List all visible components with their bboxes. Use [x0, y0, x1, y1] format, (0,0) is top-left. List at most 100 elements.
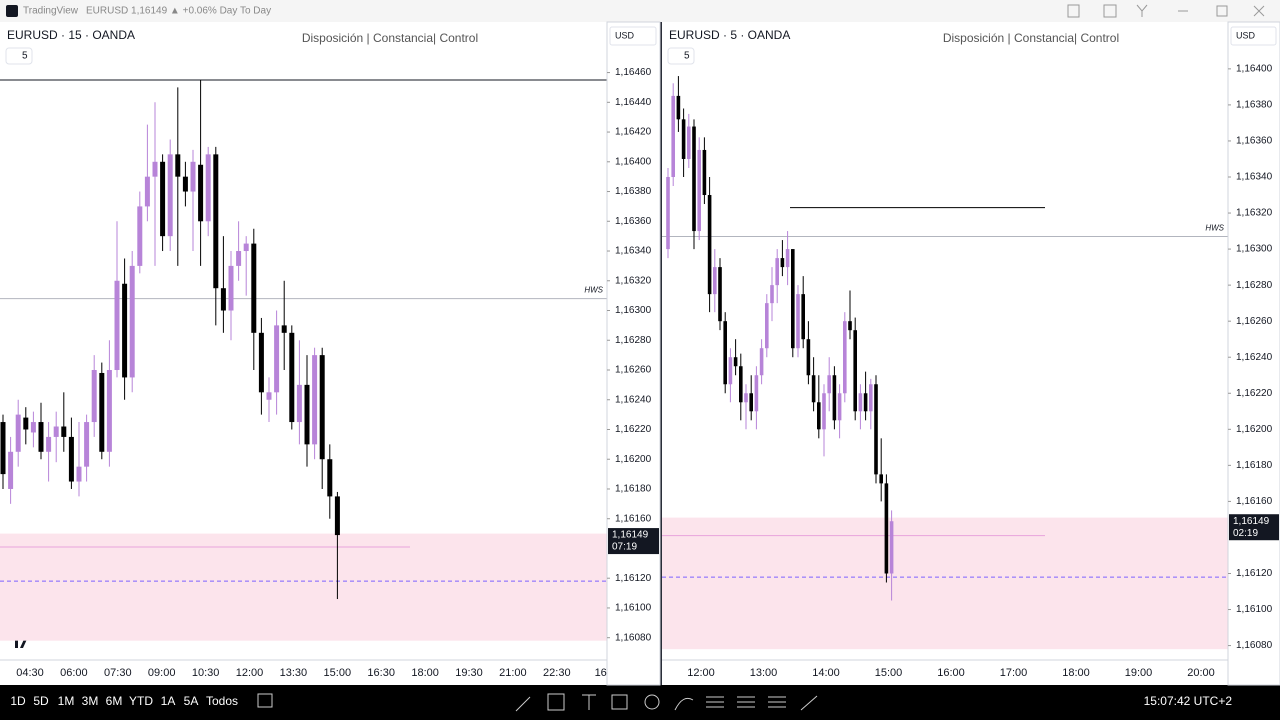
- y-tick-label: 1,16340: [615, 246, 652, 257]
- maximize-button[interactable]: [1216, 5, 1228, 17]
- symbol-title: EURUSD · 5 · OANDA: [669, 28, 790, 42]
- x-tick-label: 22:30: [543, 667, 571, 679]
- candle-body: [266, 392, 272, 400]
- y-tick-label: 1,16460: [615, 67, 652, 78]
- timeframe-button[interactable]: YTD: [129, 694, 153, 708]
- candle-body: [122, 283, 128, 378]
- candle-body: [23, 417, 29, 430]
- candle-body: [666, 176, 670, 250]
- bottom-toolbar: [0, 685, 1280, 720]
- y-tick-label: 1,16220: [615, 424, 652, 435]
- symbol-title: EURUSD · 15 · OANDA: [7, 28, 135, 42]
- candle-body: [91, 370, 97, 423]
- extension-button[interactable]: [1103, 4, 1117, 18]
- fib-tool[interactable]: [547, 693, 565, 711]
- candle-body: [671, 95, 675, 177]
- candle-body: [281, 325, 287, 333]
- last-price: 1,16149: [612, 530, 649, 541]
- line-tool[interactable]: [515, 696, 531, 712]
- x-tick-label: 18:00: [411, 667, 439, 679]
- y-tick-label: 1,16300: [615, 305, 652, 316]
- timeframe-button[interactable]: 6M: [106, 694, 123, 708]
- indicator-toggle[interactable]: [667, 47, 695, 65]
- indicator-count: 5: [684, 51, 690, 62]
- candle-body: [889, 521, 894, 574]
- candle-body: [114, 280, 120, 370]
- candle-body: [296, 384, 302, 423]
- last-price-box: [608, 528, 659, 555]
- y-tick-label: 1,16180: [615, 484, 652, 495]
- timeframe-button[interactable]: 3M: [82, 694, 99, 708]
- x-tick-label: 09:00: [148, 667, 176, 679]
- timeframe-button[interactable]: Todos: [206, 694, 238, 708]
- candle-body: [817, 402, 821, 430]
- candle-body: [30, 422, 36, 433]
- x-tick-label: 20:00: [1187, 667, 1215, 679]
- candle-body: [806, 339, 811, 376]
- indicator-toggle[interactable]: [5, 47, 33, 65]
- candle-body: [15, 414, 21, 452]
- y-tick-label: 1,16360: [1236, 136, 1273, 147]
- projection-tool[interactable]: [768, 696, 786, 708]
- x-tick-label: 19:30: [455, 667, 483, 679]
- timeframe-button[interactable]: 1D: [10, 694, 26, 708]
- candle-body: [190, 161, 196, 192]
- y-tick-label: 1,16160: [1236, 496, 1273, 507]
- measure-tool[interactable]: [737, 696, 755, 708]
- timeframe-button[interactable]: 1M: [58, 694, 75, 708]
- currency-button[interactable]: [1230, 26, 1277, 46]
- y-tick-label: 1,16080: [1236, 640, 1273, 651]
- y-tick-label: 1,16320: [1236, 208, 1273, 219]
- candle-body: [99, 372, 105, 452]
- ticker-info: EURUSD 1,16149 ▲ +0.06% Day To Day: [86, 6, 271, 17]
- currency-button[interactable]: [609, 26, 657, 46]
- clipboard-button[interactable]: [1067, 4, 1080, 18]
- candle-body: [879, 474, 883, 484]
- candle-body: [0, 422, 6, 475]
- position-tool[interactable]: [706, 696, 724, 708]
- demand-zone: [662, 517, 1228, 650]
- y-tick-label: 1,16100: [1236, 604, 1273, 615]
- y-tick-label: 1,16380: [615, 186, 652, 197]
- x-tick-label: 12:00: [236, 667, 264, 679]
- candle-body: [687, 126, 691, 159]
- y-tick-label: 1,16160: [615, 513, 652, 524]
- candle-body: [182, 176, 188, 192]
- y-tick-label: 1,16240: [615, 394, 652, 405]
- candle-body: [858, 393, 863, 412]
- y-tick-label: 1,16120: [1236, 568, 1273, 579]
- brush-tool[interactable]: [674, 697, 694, 711]
- close-button[interactable]: [1253, 5, 1265, 17]
- calendar-button[interactable]: [257, 693, 273, 708]
- x-tick-label: 15:00: [875, 667, 903, 679]
- candle-body: [853, 330, 857, 412]
- y-tick-label: 1,16280: [615, 335, 652, 346]
- x-tick-label: 17:00: [1000, 667, 1028, 679]
- y-tick-label: 1,16200: [615, 454, 652, 465]
- candle-body: [198, 164, 204, 222]
- settings-button[interactable]: [1136, 4, 1148, 17]
- y-tick-label: 1,16420: [615, 127, 652, 138]
- candle-body: [702, 149, 707, 196]
- candle-body: [251, 243, 257, 333]
- candle-body: [213, 154, 219, 289]
- candle-body: [801, 294, 805, 340]
- timeframe-button[interactable]: 5D: [33, 694, 49, 708]
- clock: 15:07:42 UTC+2: [1144, 694, 1233, 708]
- text-tool[interactable]: [582, 694, 596, 710]
- candle-body: [289, 332, 295, 423]
- rect-tool[interactable]: [611, 694, 628, 710]
- candle-body: [744, 393, 748, 403]
- pattern-tool[interactable]: [644, 694, 660, 710]
- candle-body: [152, 161, 158, 177]
- timeframe-button[interactable]: 1A: [161, 694, 176, 708]
- eraser-tool[interactable]: [800, 695, 818, 711]
- indicator-count: 5: [22, 51, 28, 62]
- y-tick-label: 1,16280: [1236, 280, 1273, 291]
- candle-body: [38, 422, 44, 452]
- candle-body: [869, 384, 873, 412]
- candle-body: [739, 366, 743, 403]
- candle-body: [791, 249, 795, 349]
- candle-body: [137, 206, 143, 266]
- timeframe-button[interactable]: 5A: [184, 694, 199, 708]
